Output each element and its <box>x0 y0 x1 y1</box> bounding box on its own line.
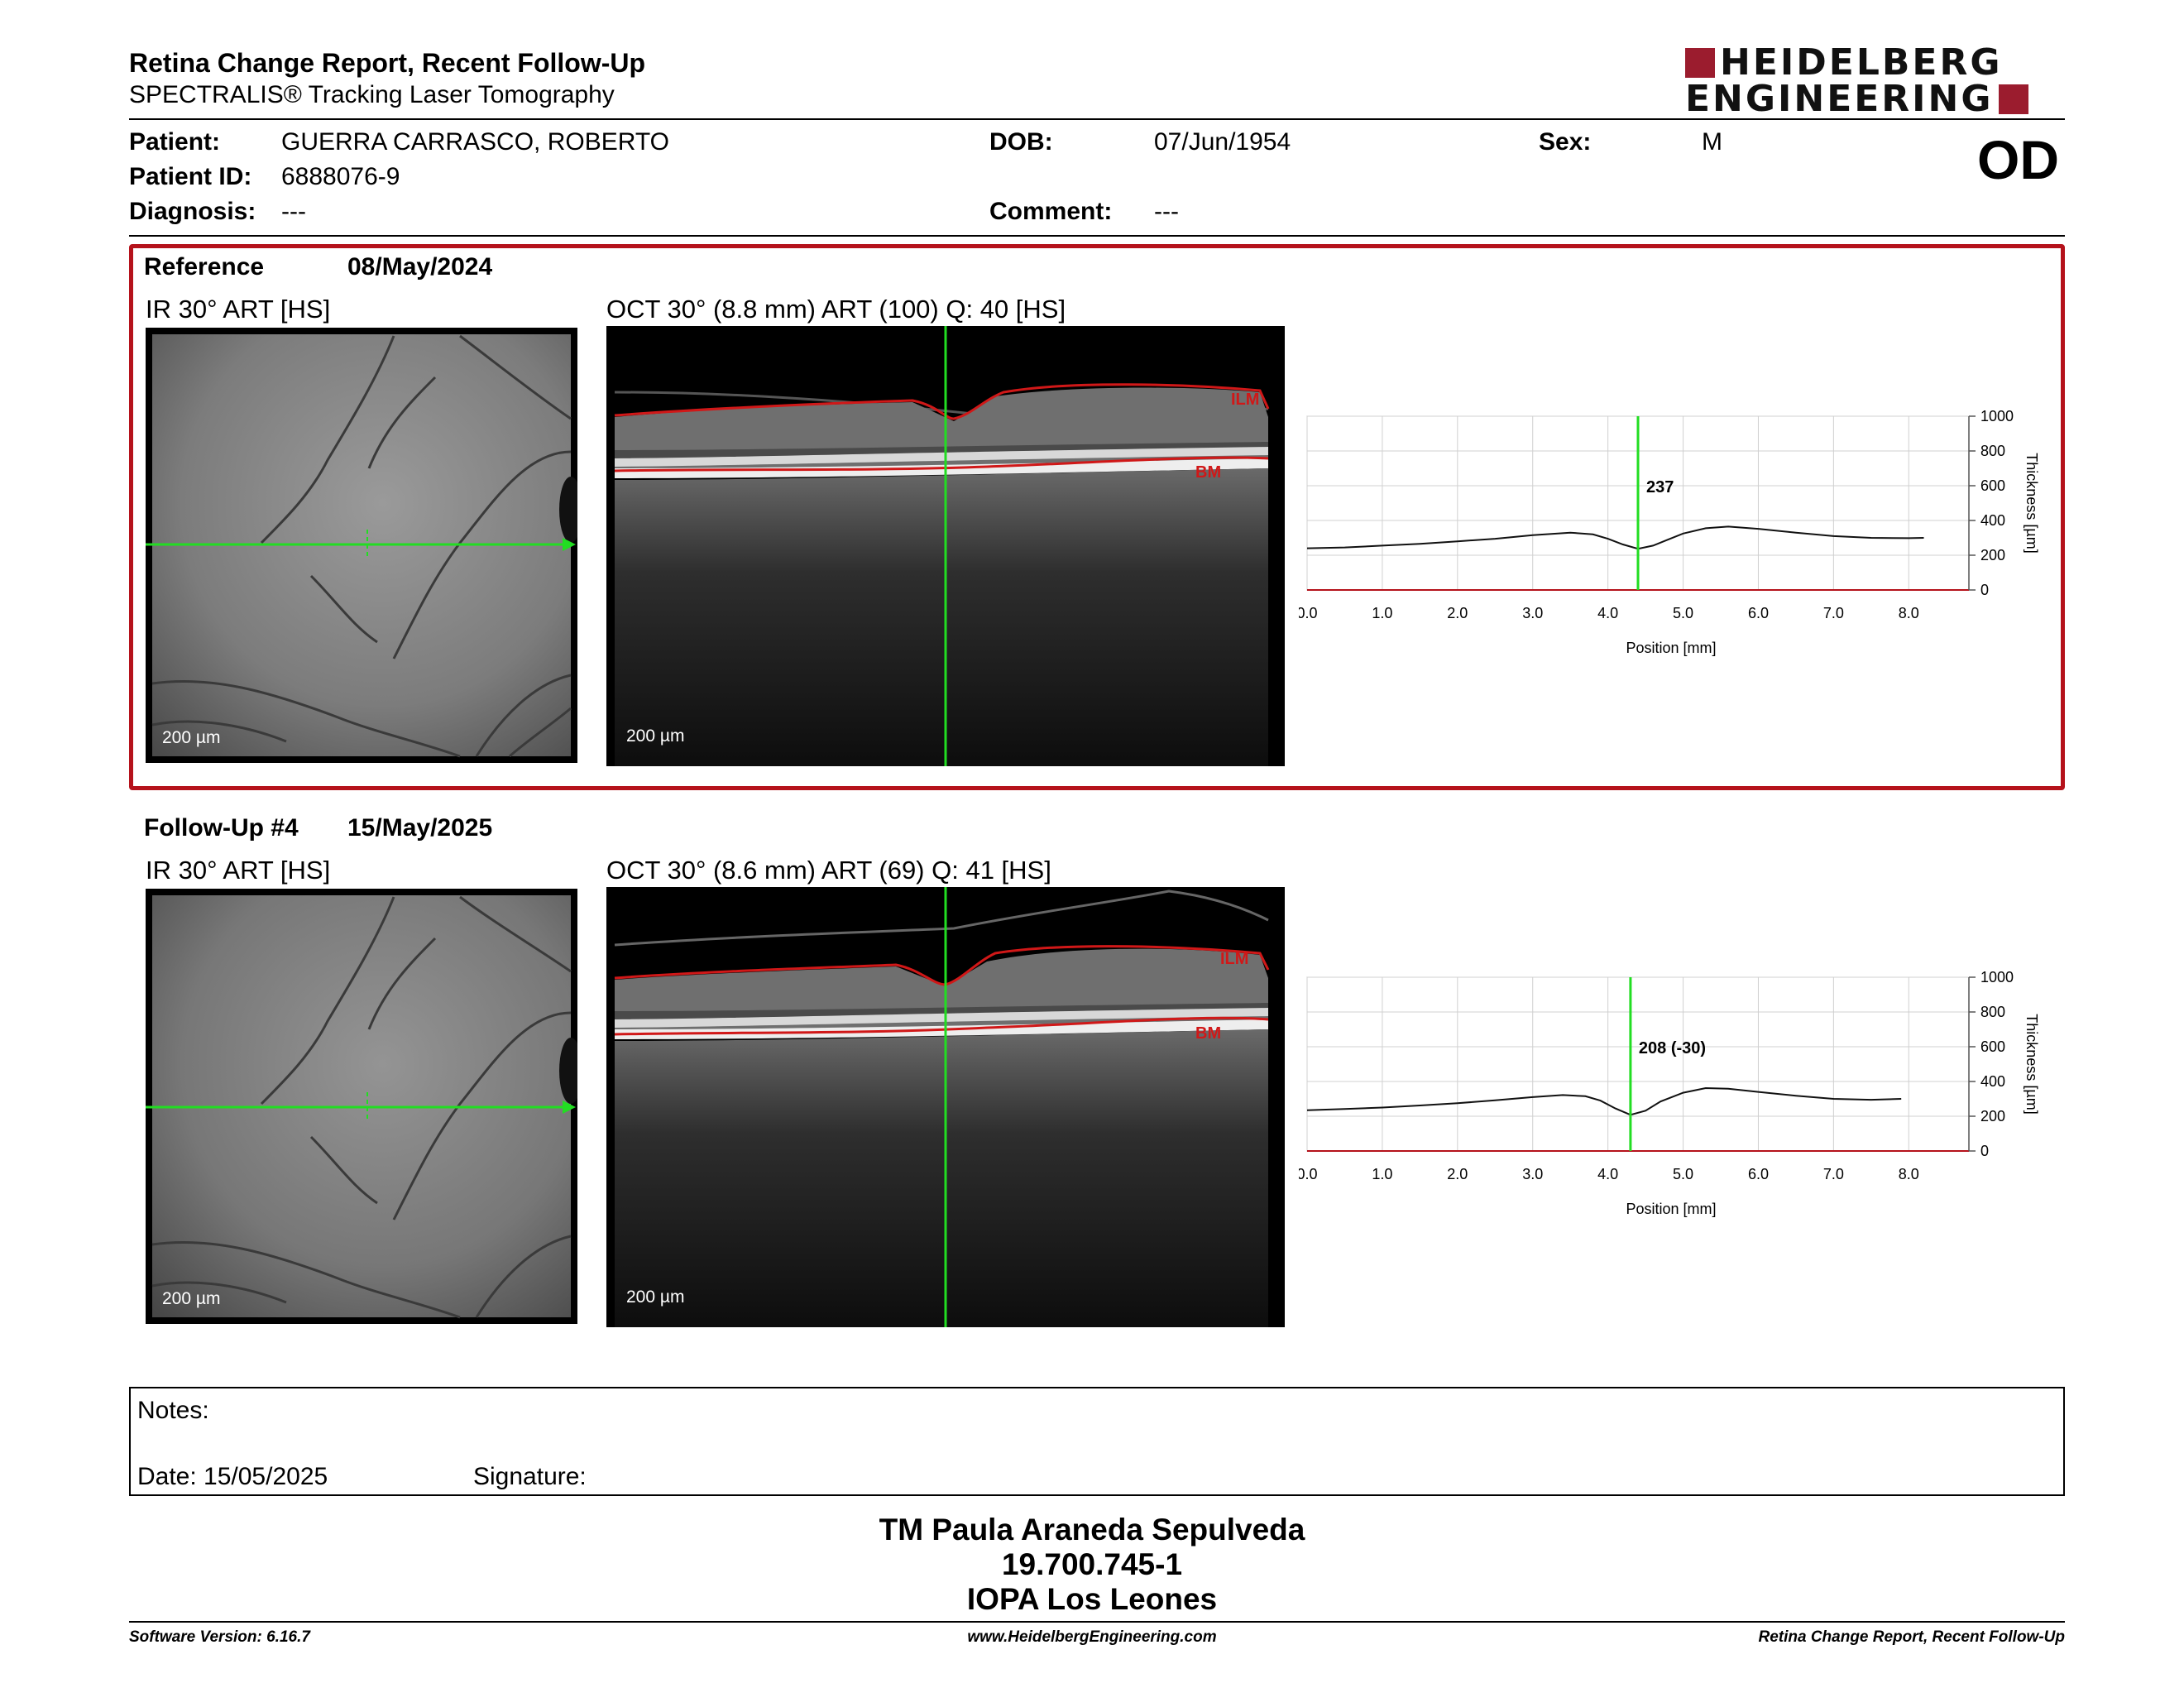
x-tick-label: 7.0 <box>1823 1166 1844 1182</box>
diagnosis-label: Diagnosis: <box>129 198 256 225</box>
x-tick-label: 0.0 <box>1299 605 1318 621</box>
y-tick-label: 200 <box>1980 1108 2005 1125</box>
followup-ir-image[interactable]: 200 µm <box>146 889 577 1324</box>
followup-oct-title: OCT 30° (8.6 mm) ART (69) Q: 41 [HS] <box>606 856 1051 885</box>
followup-bm-label: BM <box>1195 1024 1222 1043</box>
x-tick-label: 1.0 <box>1372 605 1392 621</box>
reference-bscan-svg <box>606 326 1285 766</box>
footer-report-name: Retina Change Report, Recent Follow-Up <box>1758 1628 2065 1646</box>
y-tick-label: 1000 <box>1980 971 2014 985</box>
x-tick-label: 5.0 <box>1673 1166 1693 1182</box>
header-divider <box>129 118 2065 120</box>
y-tick-label: 800 <box>1980 1004 2005 1020</box>
y-tick-label: 800 <box>1980 443 2005 459</box>
notes-label: Notes: <box>137 1397 209 1424</box>
x-tick-label: 3.0 <box>1522 1166 1543 1182</box>
comment-value: --- <box>1154 198 1179 225</box>
signature-label: Signature: <box>473 1463 587 1490</box>
logo-line-1: HEIDELBERG <box>1720 41 2003 84</box>
thickness-series-line <box>1306 1086 1902 1116</box>
x-axis-title: Position [mm] <box>1626 640 1716 656</box>
x-tick-label: 8.0 <box>1899 1166 1919 1182</box>
patient-divider <box>129 235 2065 237</box>
plot-area <box>1306 976 1970 1152</box>
patient-label: Patient: <box>129 128 221 156</box>
x-tick-label: 0.0 <box>1299 1166 1318 1182</box>
thickness-plot-svg: 0.0 1.0 2.0 3.0 4.0 5.0 6.0 7.0 8.0 0 200 400 600 800… <box>1296 969 2040 1217</box>
logo-square-icon-2 <box>1998 84 2028 114</box>
followup-thickness-chart: 0.0 1.0 2.0 3.0 4.0 5.0 6.0 7.0 8.0 0 200 400 600 800… <box>1296 969 2110 1252</box>
followup-ir-title: IR 30° ART [HS] <box>146 856 331 885</box>
diagnosis-value: --- <box>281 198 306 225</box>
y-tick-label: 400 <box>1980 1073 2005 1090</box>
followup-oct-scale: 200 µm <box>626 1288 685 1307</box>
reference-fundus-svg <box>146 334 577 758</box>
y-tick-label: 600 <box>1980 1038 2005 1055</box>
y-tick-label: 0 <box>1980 582 1989 598</box>
followup-ir-scale: 200 µm <box>162 1289 221 1308</box>
marker-value-label: 208 (-30) <box>1639 1039 1706 1057</box>
notes-date: Date: 15/05/2025 <box>137 1463 328 1490</box>
x-tick-label: 2.0 <box>1447 605 1468 621</box>
x-tick-label: 3.0 <box>1522 605 1543 621</box>
notes-box: Notes: Date: 15/05/2025 Signature: <box>129 1387 2065 1496</box>
sex-label: Sex: <box>1539 128 1592 156</box>
x-tick-label: 6.0 <box>1748 1166 1769 1182</box>
reference-ilm-label: ILM <box>1231 391 1260 409</box>
x-tick-label: 2.0 <box>1447 1166 1468 1182</box>
x-tick-label: 8.0 <box>1899 605 1919 621</box>
sex-value: M <box>1702 128 1722 156</box>
followup-fundus-svg <box>146 895 577 1319</box>
examiner-name: TM Paula Araneda Sepulveda <box>879 1513 1305 1547</box>
comment-label: Comment: <box>989 198 1113 225</box>
y-tick-label: 600 <box>1980 477 2005 494</box>
logo-square-icon <box>1685 48 1715 78</box>
footer-website[interactable]: www.HeidelbergEngineering.com <box>967 1628 1217 1646</box>
y-tick-label: 200 <box>1980 547 2005 563</box>
followup-oct-image[interactable]: ILM BM 200 µm <box>606 887 1285 1327</box>
logo-line-2: ENGINEERING <box>1685 78 1994 120</box>
reference-label: Reference <box>144 253 265 281</box>
reference-frame <box>129 244 2065 790</box>
y-axis-title: Thickness [µm] <box>2024 1014 2040 1114</box>
x-tick-label: 5.0 <box>1673 605 1693 621</box>
x-tick-label: 6.0 <box>1748 605 1769 621</box>
eye-indicator: OD <box>1977 129 2059 190</box>
y-tick-label: 1000 <box>1980 410 2014 424</box>
followup-ilm-label: ILM <box>1220 950 1249 968</box>
reference-oct-scale: 200 µm <box>626 727 685 746</box>
x-tick-label: 1.0 <box>1372 1166 1392 1182</box>
patient-name: GUERRA CARRASCO, ROBERTO <box>281 128 669 156</box>
thickness-plot-svg: 0.0 1.0 2.0 3.0 4.0 5.0 6.0 7.0 8.0 0 200 400 600 800… <box>1296 408 2040 656</box>
reference-thickness-chart: 0.0 1.0 2.0 3.0 4.0 5.0 6.0 7.0 8.0 0 200 400 600 800… <box>1296 408 2110 691</box>
patient-id-value: 6888076-9 <box>281 163 400 190</box>
x-axis-title: Position [mm] <box>1626 1201 1716 1217</box>
examiner-id: 19.700.745-1 <box>1001 1547 1183 1581</box>
reference-ir-scale: 200 µm <box>162 728 221 747</box>
y-tick-label: 400 <box>1980 512 2005 529</box>
reference-bm-label: BM <box>1195 463 1222 482</box>
x-tick-label: 4.0 <box>1597 605 1618 621</box>
reference-ir-title: IR 30° ART [HS] <box>146 295 331 324</box>
x-tick-label: 4.0 <box>1597 1166 1618 1182</box>
patient-id-label: Patient ID: <box>129 163 252 190</box>
followup-label: Follow-Up #4 <box>144 814 299 842</box>
footer-software: Software Version: 6.16.7 <box>129 1628 310 1646</box>
marker-value-label: 237 <box>1646 478 1674 496</box>
reference-oct-title: OCT 30° (8.8 mm) ART (100) Q: 40 [HS] <box>606 295 1066 324</box>
report-title: Retina Change Report, Recent Follow-Up <box>129 48 646 78</box>
y-tick-label: 0 <box>1980 1143 1989 1159</box>
x-tick-label: 7.0 <box>1823 605 1844 621</box>
dob-value: 07/Jun/1954 <box>1154 128 1291 156</box>
followup-date: 15/May/2025 <box>347 814 493 842</box>
footer-divider <box>129 1621 2065 1623</box>
reference-date: 08/May/2024 <box>347 253 493 281</box>
followup-bscan-svg <box>606 887 1285 1327</box>
reference-oct-image[interactable]: ILM BM 200 µm <box>606 326 1285 766</box>
dob-label: DOB: <box>989 128 1053 156</box>
report-subtitle: SPECTRALIS® Tracking Laser Tomography <box>129 81 615 108</box>
reference-ir-image[interactable]: 200 µm <box>146 328 577 763</box>
examiner-org: IOPA Los Leones <box>966 1582 1218 1616</box>
y-axis-title: Thickness [µm] <box>2024 453 2040 553</box>
